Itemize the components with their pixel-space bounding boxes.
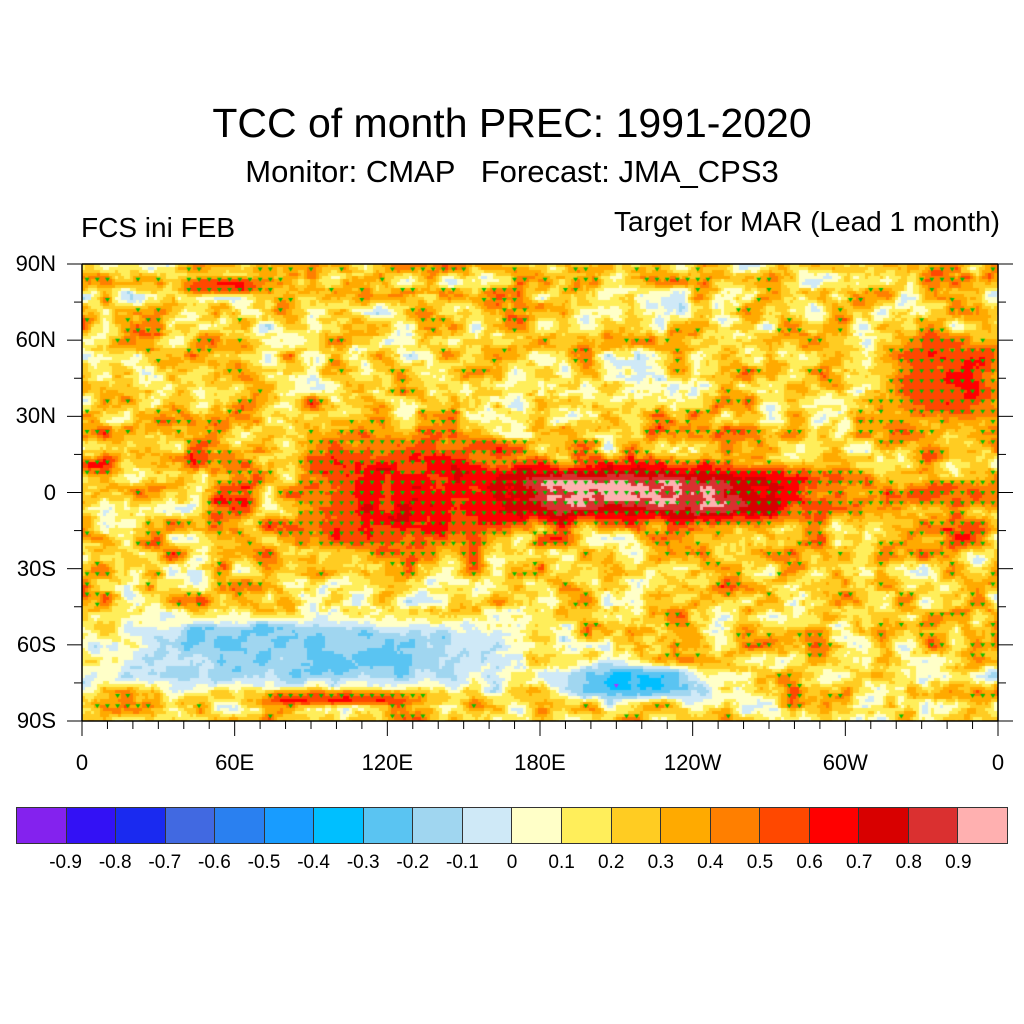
colorbar-swatch (116, 808, 166, 843)
colorbar-swatch (512, 808, 563, 843)
colorbar-swatch (264, 808, 315, 843)
colorbar-swatch (17, 808, 67, 843)
x-tick-label: 60E (215, 750, 255, 775)
colorbar-swatch (314, 808, 364, 843)
y-tick-label: 30S (16, 555, 56, 581)
colorbar-swatch (611, 808, 662, 843)
x-tick-label: 60W (822, 750, 868, 775)
colorbar-swatch (958, 808, 1007, 843)
colorbar-swatch (165, 808, 216, 843)
colorbar-swatch (710, 808, 761, 843)
colorbar-label: 0.8 (895, 852, 922, 873)
colorbar-label: -0.3 (346, 852, 380, 873)
colorbar-label: -0.5 (247, 852, 281, 873)
colorbar-label: 0 (506, 852, 518, 873)
y-tick-label: 30N (15, 403, 56, 429)
target-label: Target for MAR (Lead 1 month) (614, 206, 1000, 237)
y-tick-label: 60S (16, 631, 56, 657)
colorbar-label: -0.4 (297, 852, 330, 873)
x-tick-label: 120W (663, 750, 722, 775)
colorbar-swatch (66, 808, 117, 843)
colorbar (16, 807, 1008, 844)
colorbar-swatch (760, 808, 810, 843)
colorbar-label: 0.5 (746, 852, 774, 873)
colorbar-label: -0.7 (148, 852, 182, 873)
colorbar-label: 0.9 (945, 852, 972, 873)
colorbar-swatch (859, 808, 909, 843)
colorbar-label: -0.6 (198, 852, 231, 873)
x-tick-label: 180E (514, 750, 566, 775)
colorbar-label: 0.3 (647, 852, 674, 873)
colorbar-label: -0.1 (446, 852, 479, 873)
colorbar-swatch (215, 808, 265, 843)
y-tick-label: 90N (15, 251, 56, 276)
colorbar-swatch (413, 808, 463, 843)
colorbar-label: 0.4 (697, 852, 724, 873)
y-tick-label: 90S (16, 708, 56, 733)
chart-subtitle: Monitor: CMAP Forecast: JMA_CPS3 (0, 153, 1024, 191)
initialization-label: FCS ini FEB (81, 212, 236, 243)
map-panel: 90N 60N 30N 0 30S 60S 90S 0 60E 120E 180E 120W 60W 0 (15, 251, 1013, 775)
colorbar-swatch (908, 808, 959, 843)
chart-title: TCC of month PREC: 1991-2020 (212, 100, 812, 146)
colorbar-label: 0.1 (548, 852, 575, 873)
colorbar-swatch (661, 808, 711, 843)
colorbar-swatch (809, 808, 860, 843)
colorbar-label: 0.7 (845, 852, 873, 873)
colorbar-label: 0.6 (796, 852, 823, 873)
y-tick-label: 0 (43, 479, 56, 505)
tcc-heatmap (82, 264, 998, 721)
colorbar-swatch (363, 808, 414, 843)
colorbar-swatch (562, 808, 612, 843)
colorbar-label: -0.2 (396, 852, 430, 873)
colorbar-swatch (462, 808, 513, 843)
x-tick-label: 0 (75, 750, 89, 775)
x-tick-label: 120E (361, 750, 414, 775)
forecast-label: Forecast: JMA_CPS3 (480, 154, 779, 189)
colorbar-label: -0.9 (49, 852, 82, 873)
colorbar-label: -0.8 (98, 852, 132, 873)
monitor-label: Monitor: CMAP (245, 154, 455, 189)
map-axes (67, 263, 1013, 736)
x-tick-label: 0 (991, 750, 1005, 775)
y-tick-label: 60N (15, 327, 56, 353)
colorbar-label: 0.2 (597, 852, 625, 873)
